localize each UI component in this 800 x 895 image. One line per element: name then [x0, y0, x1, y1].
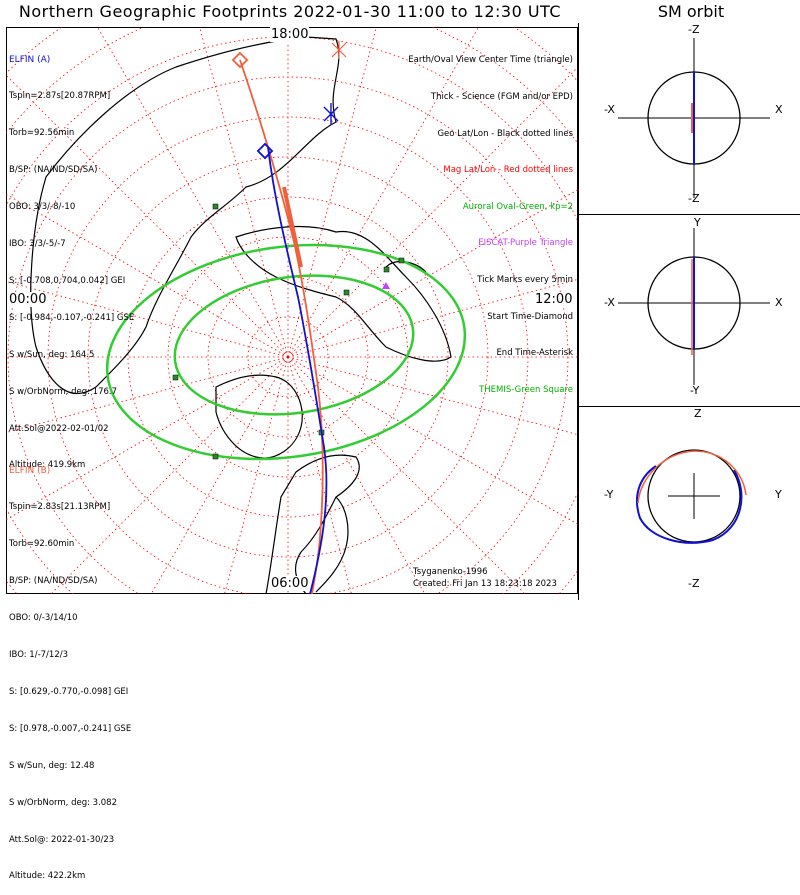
orbit-yz-top: Z — [694, 407, 702, 420]
elfin-a-line: IBO: 3/3/-5/-7 — [9, 239, 66, 250]
legend-entry: Tick Marks every 5min — [477, 275, 573, 286]
elfin-a-line: B/SP: (NA/ND/SD/SA) — [9, 165, 98, 176]
orbit-xz-top: -Z — [688, 23, 700, 36]
elfin-b-line: S w/Sun, deg: 12.48 — [9, 760, 95, 771]
elfin-b-line: S: [0.629,-0.770,-0.098] GEI — [9, 686, 129, 697]
auroral-oval-inner — [173, 274, 415, 416]
themis-station — [212, 453, 219, 460]
legend-entry: Auroral Oval-Green, kp=2 — [462, 201, 573, 212]
elfin-a-line: S: [-0.984,-0.107,-0.241] GSE — [9, 312, 135, 323]
auroral-oval — [105, 243, 467, 461]
elfin-b-line: S: [0.978,-0.007,-0.241] GSE — [9, 723, 132, 734]
legend: Earth/Oval View Center Time (triangle) T… — [408, 30, 573, 408]
landmass-outlines — [30, 36, 452, 594]
elfin-a-line: Torb=92.56min — [9, 128, 75, 139]
elfin-b-name: ELFIN (B) — [9, 465, 51, 476]
sm-orbit-panels — [578, 23, 800, 600]
model-note: Tsyganenko-1996 — [413, 567, 488, 577]
magnetic-grid — [6, 27, 578, 594]
orbit-xy-left: -X — [604, 296, 615, 309]
orbit-yz-bottom: -Z — [688, 577, 700, 590]
elfin-b-line: IBO: 1/-7/12/3 — [9, 650, 68, 661]
main-label-bottom: 06:00 — [270, 576, 310, 591]
elfin-a-line: Altitude: 419.9km — [9, 460, 86, 471]
north-america-outline — [30, 36, 340, 394]
elfin-a-info: ELFIN (A) Tspin=2.87s[20.87RPM] Torb=92.… — [9, 29, 134, 484]
elfin-a-track — [256, 103, 339, 594]
mag-longitude-line — [287, 27, 377, 358]
created-note: Created: Fri Jan 13 18:23:18 2023 — [413, 579, 557, 589]
europe-outline — [265, 454, 360, 594]
mag-latitude-circle — [87, 156, 489, 558]
mag-latitude-circle — [207, 276, 369, 438]
mag-longitude-line — [287, 356, 352, 594]
mag-latitude-circle — [167, 236, 409, 478]
polar-map — [6, 27, 578, 594]
africa-outline — [315, 496, 349, 593]
orbit-yz-left: -Y — [604, 488, 614, 501]
elfin-b-line: Torb=92.60min — [9, 539, 75, 550]
legend-entry: Earth/Oval View Center Time (triangle) — [408, 55, 573, 66]
elfin-b-start-diamond — [231, 51, 249, 69]
elfin-a-name: ELFIN (A) — [9, 54, 51, 65]
elfin-b-track — [231, 41, 347, 594]
elfin-a-orbit — [636, 465, 743, 544]
themis-station — [343, 289, 350, 296]
elfin-b-trace — [239, 59, 324, 594]
orbit-panel-xz — [618, 38, 770, 198]
legend-entry: THEMIS-Green Square — [479, 384, 573, 395]
orbit-panel-xy — [618, 228, 770, 385]
sm-orbit-title: SM orbit — [657, 2, 725, 21]
themis-station — [172, 374, 179, 381]
elfin-a-line: S w/Sun, deg: 164.5 — [9, 349, 95, 360]
elfin-a-line: OBO: 3/3/-8/-10 — [9, 202, 76, 213]
orbit-panel-yz — [636, 449, 747, 544]
mag-latitude-circle — [127, 196, 449, 518]
legend-entry: Mag Lat/Lon - Red dotted lines — [443, 165, 573, 176]
mag-latitude-circle — [247, 316, 329, 398]
orbit-yz-right: Y — [775, 488, 782, 501]
elfin-b-info: ELFIN (B) Tspin=2.83s[21.13RPM] Torb=92.… — [9, 440, 131, 895]
themis-stations — [172, 203, 405, 460]
main-label-left: 00:00 — [8, 292, 48, 307]
elfin-a-line: S w/OrbNorm, deg: 176.7 — [9, 386, 118, 397]
legend-entry: EISCAT-Purple Triangle — [478, 238, 573, 249]
orbit-xy-top: Y — [694, 216, 701, 229]
legend-entry: End Time-Asterisk — [496, 348, 573, 359]
main-label-top: 18:00 — [270, 27, 310, 42]
elfin-b-orbit — [637, 450, 747, 504]
orbit-xz-right: X — [775, 103, 783, 116]
elfin-b-line: Altitude: 422.2km — [9, 871, 86, 882]
elfin-a-line: Tspin=2.87s[20.87RPM] — [9, 91, 111, 102]
elfin-b-line: OBO: 0/-3/14/10 — [9, 613, 78, 624]
elfin-b-science-segment — [282, 186, 303, 268]
mag-longitude-line — [199, 27, 289, 358]
elfin-b-line: Tspin=2.83s[21.13RPM] — [9, 502, 111, 513]
elfin-b-end-asterisk — [331, 41, 347, 59]
elfin-a-end-asterisk — [323, 103, 339, 125]
elfin-a-trace — [267, 146, 328, 594]
asia-outline — [235, 225, 452, 362]
elfin-a-line: S: [-0.708,0.704,0.042] GEI — [9, 275, 126, 286]
legend-entry: Geo Lat/Lon - Black dotted lines — [437, 128, 573, 139]
plot-title: Northern Geographic Footprints 2022-01-3… — [18, 2, 562, 21]
themis-station — [398, 257, 405, 264]
legend-entry: Start Time-Diamond — [487, 311, 573, 322]
greenland-outline — [215, 374, 303, 459]
themis-station — [383, 266, 390, 273]
main-label-right: 12:00 — [534, 292, 574, 307]
elfin-b-line: S w/OrbNorm, deg: 3.082 — [9, 797, 118, 808]
elfin-b-line: B/SP: (NA/ND/SD/SA) — [9, 576, 98, 587]
elfin-b-line: Att.Sol@: 2022-01-30/23 — [9, 834, 115, 845]
auroral-oval-outer — [105, 243, 467, 461]
orbit-xy-bottom: -Y — [690, 384, 700, 397]
orbit-xy-right: X — [775, 296, 783, 309]
elfin-a-start-diamond — [256, 142, 274, 160]
elfin-a-line: Att.Sol@2022-02-01/02 — [9, 423, 109, 434]
eiscat-triangle — [382, 282, 390, 289]
orbit-xz-left: -X — [604, 103, 615, 116]
themis-station — [212, 203, 219, 210]
legend-entry: Thick - Science (FGM and/or EPD) — [430, 92, 573, 103]
orbit-xz-bottom: -Z — [688, 192, 700, 205]
